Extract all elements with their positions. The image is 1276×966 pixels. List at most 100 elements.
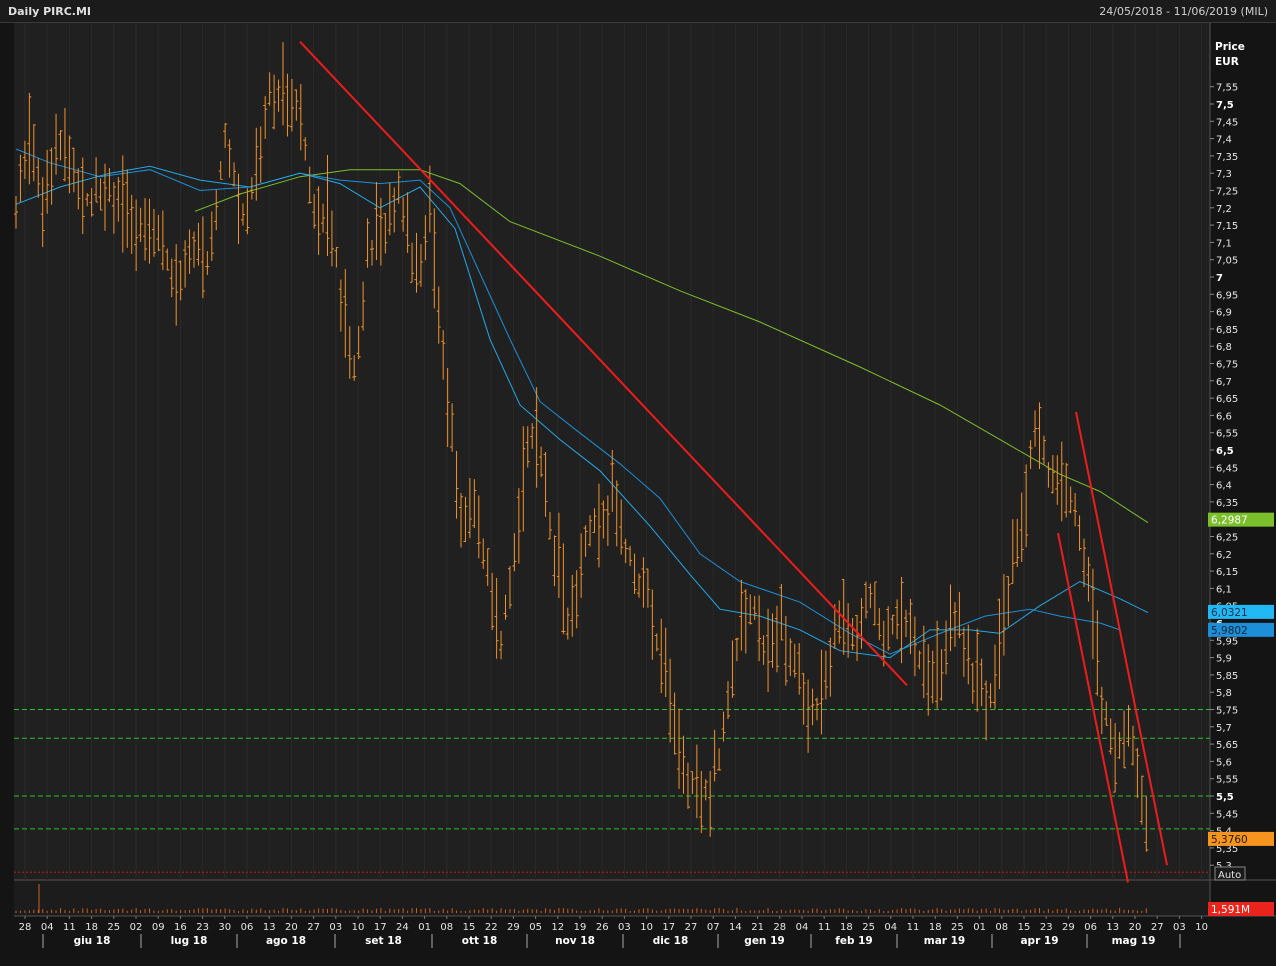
date-tick-label: 28 [773,922,786,933]
ma-mid-tag-bg [1208,604,1274,619]
close-tag-bg [1208,831,1274,846]
date-tick-label: 29 [507,922,520,933]
date-tick-label: 27 [685,922,698,933]
date-tick-label: 13 [263,922,276,933]
date-tick-label: 04 [796,922,809,933]
trendlines [299,41,1168,883]
price-tick-label: 7,45 [1216,117,1238,128]
date-tick-label: 24 [396,922,409,933]
title-bar: Daily PIRC.MI 24/05/2018 - 11/06/2019 (M… [0,0,1276,23]
ma-short-tag-bg [1208,622,1274,637]
date-tick-label: 22 [485,922,498,933]
price-tick-label: 7,1 [1216,238,1232,249]
date-tick-label: 06 [1084,922,1097,933]
ma-long-line [194,169,1149,524]
price-tick-label: 7,3 [1216,169,1232,180]
price-axis: 7,55 7,5 7,45 7,4 7,35 7,3 7,25 7,2 7,15 7,1 7,05 7… [1210,83,1238,872]
price-tick-label: 6,75 [1216,360,1238,371]
auto-label: Auto [1218,870,1241,881]
price-tick-label: 6,2 [1216,550,1232,561]
price-tick-label: 6,4 [1216,481,1232,492]
month-label: feb 19 [835,935,872,947]
date-tick-label: 25 [951,922,964,933]
month-label: giu 18 [74,935,111,947]
date-tick-label: 03 [1173,922,1186,933]
month-label: dic 18 [653,935,689,947]
date-tick-label: 04 [884,922,897,933]
price-axis-label: Price [1215,41,1245,53]
price-tick-label: 5,5 [1216,792,1234,803]
date-axis: 28 04 11 18 25 02 09 16 23 30 06 13 20 27 03 10 17 24 01 08… [19,916,1208,948]
close-tag: 5,3760 [1211,834,1248,846]
date-tick-label: 27 [1151,922,1164,933]
date-tick-label: 10 [640,922,653,933]
date-tick-label: 08 [995,922,1008,933]
price-tick-label: 7,15 [1216,221,1238,232]
date-tick-label: 27 [307,922,320,933]
date-tick-label: 07 [707,922,720,933]
date-tick-label: 18 [85,922,98,933]
trendline-main [299,41,908,686]
date-tick-label: 11 [818,922,831,933]
date-tick-label: 20 [285,922,298,933]
date-tick-label: 29 [1062,922,1075,933]
price-tick-label: 5,75 [1216,706,1238,717]
price-tick-label: 5,8 [1216,688,1232,699]
date-tick-label: 25 [107,922,120,933]
date-tick-label: 14 [729,922,742,933]
ma-mid-tag: 6,0321 [1211,607,1248,619]
price-tick-label: 5,7 [1216,723,1232,734]
month-label: apr 19 [1020,935,1058,947]
date-tick-label: 17 [662,922,675,933]
month-label: ott 18 [462,935,498,947]
chart-title: Daily PIRC.MI [8,5,92,18]
support-lines [14,709,1210,873]
price-tick-label: 5,45 [1216,809,1238,820]
date-range: 24/05/2018 - 11/06/2019 (MIL) [1099,5,1268,18]
month-label: ago 18 [266,935,306,947]
price-tick-label: 7,35 [1216,152,1238,163]
price-tick-label: 6,25 [1216,533,1238,544]
ma-short-tag: 5,9802 [1211,625,1248,637]
ma-long-tag: 6,2987 [1211,515,1248,527]
price-tick-label: 6,85 [1216,325,1238,336]
price-tick-label: 6,45 [1216,463,1238,474]
gridlines [24,23,1203,880]
date-tick-label: 02 [130,922,143,933]
date-tick-label: 01 [418,922,431,933]
ma-short-line [15,148,1121,655]
price-tick-label: 5,9 [1216,654,1232,665]
date-tick-label: 23 [1040,922,1053,933]
date-tick-label: 28 [19,922,32,933]
price-tick-label: 7,55 [1216,83,1238,94]
date-tick-label: 30 [218,922,231,933]
trendline-upper [1075,411,1168,866]
date-tick-label: 10 [352,922,365,933]
price-tick-label: 6,6 [1216,411,1232,422]
currency-label: EUR [1215,56,1239,68]
date-tick-label: 06 [241,922,254,933]
date-tick-label: 15 [463,922,476,933]
date-tick-label: 20 [1129,922,1142,933]
date-tick-label: 09 [152,922,165,933]
date-tick-label: 11 [907,922,920,933]
date-tick-label: 10 [1195,922,1208,933]
volume-area [14,880,1210,916]
volume-tag-bg [1208,902,1274,916]
month-label: lug 18 [171,935,208,947]
price-tick-label: 6,35 [1216,498,1238,509]
date-tick-label: 01 [973,922,986,933]
date-tick-label: 15 [1018,922,1031,933]
price-tick-label: 6,55 [1216,429,1238,440]
date-tick-label: 13 [1106,922,1119,933]
price-tick-label: 7,5 [1216,100,1234,111]
value-tags: 6,2987 6,0321 5,9802 5,3760 1,591M [1208,512,1274,916]
date-tick-label: 17 [374,922,387,933]
date-tick-label: 05 [529,922,542,933]
price-tick-label: 6,9 [1216,308,1232,319]
price-tick-label: 6,7 [1216,377,1232,388]
price-tick-label: 6,95 [1216,290,1238,301]
auto-button[interactable]: Auto [1214,866,1246,881]
price-tick-label: 6,15 [1216,567,1238,578]
